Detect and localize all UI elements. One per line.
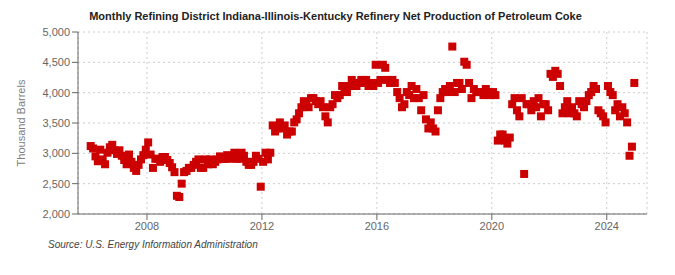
svg-text:4,000: 4,000 [42,87,70,99]
html-text:Monthly Refining District Indi: Monthly Refining District Indiana-Illino… [89,10,582,22]
svg-text:2012: 2012 [250,220,274,232]
svg-text:2016: 2016 [365,220,389,232]
svg-text:4,500: 4,500 [42,56,70,68]
svg-text:3,000: 3,000 [42,147,70,159]
svg-text:2,500: 2,500 [42,178,70,190]
svg-text:2020: 2020 [480,220,504,232]
html-text:Source: U.S. Energy Informatio: Source: U.S. Energy Information Administ… [48,239,258,250]
svg-text:2024: 2024 [595,220,619,232]
svg-text:3,500: 3,500 [42,117,70,129]
svg-text:2,000: 2,000 [42,208,70,220]
svg-text:2008: 2008 [135,220,159,232]
svg-text:Thousand Barrels: Thousand Barrels [15,79,27,166]
svg-text:5,000: 5,000 [42,26,70,38]
